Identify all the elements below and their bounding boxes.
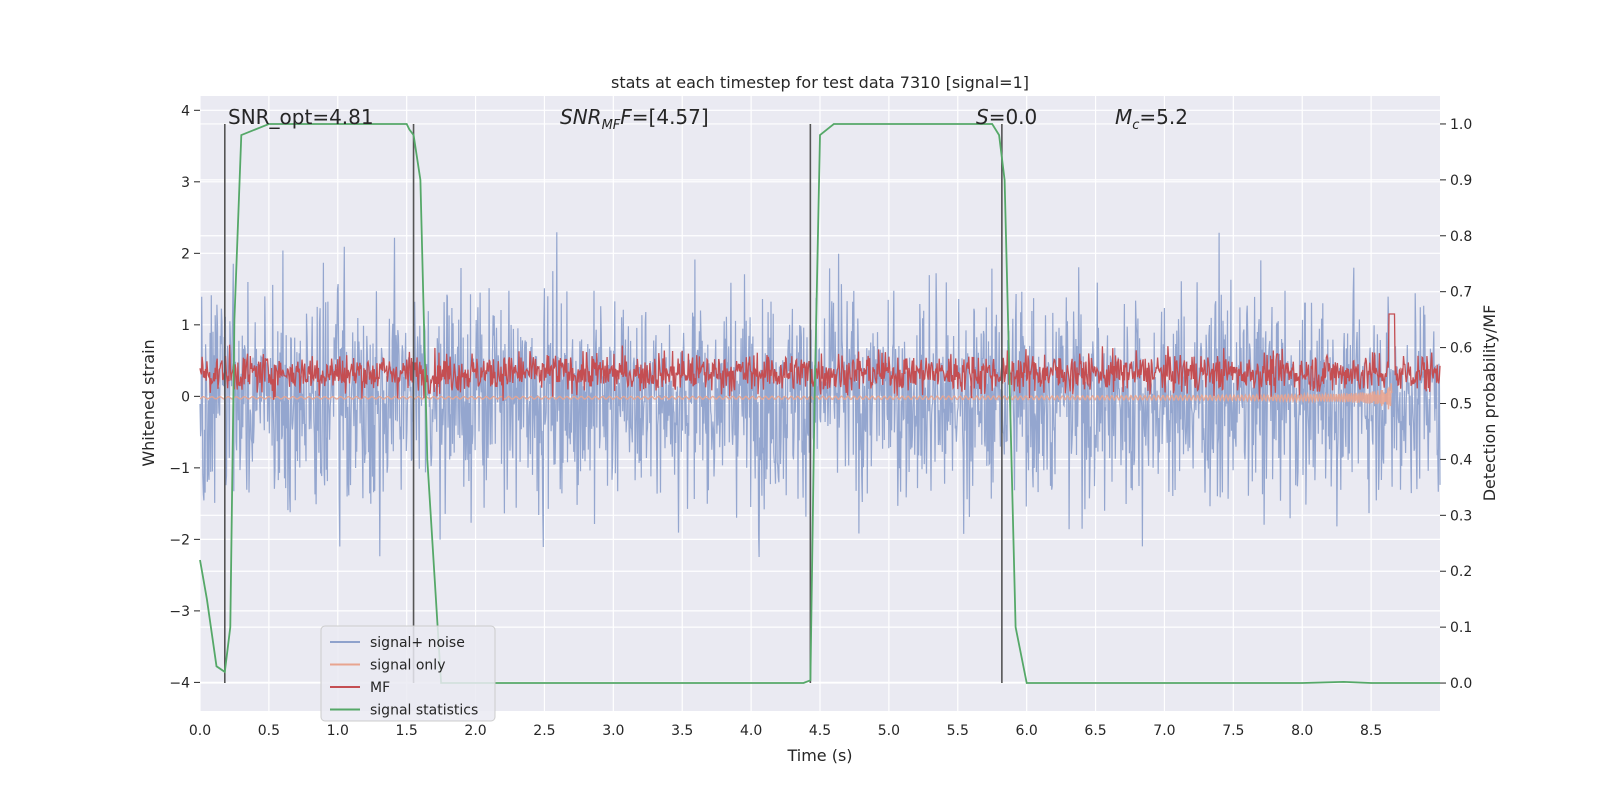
detection-boundaries xyxy=(224,123,1003,684)
s-stat-annotation: S=0.0 xyxy=(976,105,1037,129)
right-y-axis-ticks: 1.0 0.9 0.8 0.7 0.6 0.5 0.4 0.3 0.2 0.1 0.0 xyxy=(1440,117,1472,692)
s-symbol: S xyxy=(976,105,989,129)
snr-mf-subscript: MF xyxy=(602,118,621,133)
left-y-axis-label: Whitened strain xyxy=(139,339,158,466)
right-y-tick-label: 0.9 xyxy=(1450,173,1472,189)
signal-statistics-series xyxy=(199,123,1440,684)
snr-opt-annotation: SNR_opt=4.81 xyxy=(228,105,374,129)
chart-title: stats at each timestep for test data 731… xyxy=(611,73,1029,92)
x-tick-label: 5.0 xyxy=(878,723,900,739)
snr-mf-base: SNR xyxy=(560,105,602,129)
x-tick-label: 0.0 xyxy=(189,723,211,739)
mf-line xyxy=(199,313,1441,401)
right-y-tick-label: 0.4 xyxy=(1450,452,1472,468)
mc-annotation: Mc=5.2 xyxy=(1115,105,1188,133)
left-y-tick-label: 2 xyxy=(181,246,190,262)
left-y-tick-label: −2 xyxy=(169,532,190,548)
left-y-axis-ticks: 4 3 2 1 0 −1 −2 −3 −4 xyxy=(169,103,200,691)
x-tick-label: 2.0 xyxy=(464,723,486,739)
x-tick-label: 0.5 xyxy=(258,723,280,739)
left-y-tick-label: 0 xyxy=(181,389,190,405)
x-tick-label: 3.5 xyxy=(671,723,693,739)
right-y-tick-label: 0.1 xyxy=(1450,620,1472,636)
x-axis-label: Time (s) xyxy=(786,746,852,765)
x-tick-label: 6.5 xyxy=(1084,723,1106,739)
left-y-tick-label: 1 xyxy=(181,318,190,334)
x-tick-label: 8.5 xyxy=(1360,723,1382,739)
right-y-tick-label: 0.3 xyxy=(1450,508,1472,524)
mc-value: =5.2 xyxy=(1139,105,1188,129)
x-tick-label: 4.5 xyxy=(809,723,831,739)
s-value: =0.0 xyxy=(989,105,1038,129)
left-y-tick-label: −4 xyxy=(169,675,190,691)
x-tick-label: 7.5 xyxy=(1222,723,1244,739)
signal-noise-series xyxy=(199,232,1441,558)
left-y-tick-label: −1 xyxy=(169,461,190,477)
x-axis-ticks: 0.0 0.5 1.0 1.5 2.0 2.5 3.0 3.5 4.0 4.5 5.0 5.5 6.0 6… xyxy=(189,723,1382,739)
x-tick-label: 4.0 xyxy=(740,723,762,739)
right-y-tick-label: 0.6 xyxy=(1450,341,1472,357)
right-y-axis-label: Detection probability/MF xyxy=(1480,305,1499,502)
left-y-tick-label: 4 xyxy=(181,103,190,119)
legend-label: signal statistics xyxy=(370,703,478,719)
left-y-tick-label: 3 xyxy=(181,175,190,191)
x-tick-label: 8.0 xyxy=(1291,723,1313,739)
signal-noise-line xyxy=(199,232,1441,558)
legend-box xyxy=(320,625,496,722)
x-tick-label: 6.0 xyxy=(1016,723,1038,739)
right-y-tick-label: 1.0 xyxy=(1450,117,1472,133)
mf-series xyxy=(199,313,1441,401)
signal-statistics-line xyxy=(199,123,1440,684)
x-tick-label: 3.0 xyxy=(602,723,624,739)
right-y-tick-label: 0.7 xyxy=(1450,285,1472,301)
mc-base: M xyxy=(1115,105,1132,129)
right-y-tick-label: 0.5 xyxy=(1450,397,1472,413)
snr-mf-value: =[4.57] xyxy=(632,105,709,129)
x-tick-label: 2.5 xyxy=(533,723,555,739)
right-y-tick-label: 0.8 xyxy=(1450,229,1472,245)
right-y-tick-label: 0.2 xyxy=(1450,564,1472,580)
right-y-tick-label: 0.0 xyxy=(1450,676,1472,692)
legend-label: MF xyxy=(370,680,390,696)
signal-only-line xyxy=(199,383,1393,410)
legend: signal+ noise signal only MF signal statist… xyxy=(320,625,496,722)
x-tick-label: 5.5 xyxy=(947,723,969,739)
legend-label: signal only xyxy=(370,658,445,674)
mc-subscript: c xyxy=(1132,118,1139,133)
x-tick-label: 7.0 xyxy=(1153,723,1175,739)
left-y-tick-label: −3 xyxy=(169,604,190,620)
legend-label: signal+ noise xyxy=(370,635,465,651)
snr-mf-annotation: SNRMFF=[4.57] xyxy=(560,105,709,133)
x-tick-label: 1.0 xyxy=(327,723,349,739)
signal-only-series xyxy=(199,383,1393,410)
x-tick-label: 1.5 xyxy=(396,723,418,739)
